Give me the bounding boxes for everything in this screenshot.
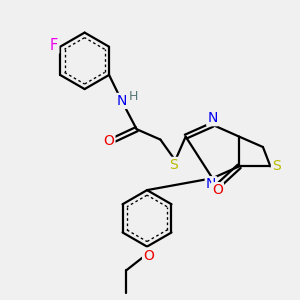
Text: S: S bbox=[272, 159, 281, 173]
Text: H: H bbox=[128, 90, 138, 103]
Text: O: O bbox=[143, 248, 154, 262]
Text: N: N bbox=[117, 94, 127, 108]
Text: N: N bbox=[207, 111, 218, 125]
Text: N: N bbox=[206, 177, 216, 191]
Text: O: O bbox=[212, 183, 223, 197]
Text: F: F bbox=[50, 38, 58, 53]
Text: S: S bbox=[169, 158, 178, 172]
Text: O: O bbox=[103, 134, 114, 148]
